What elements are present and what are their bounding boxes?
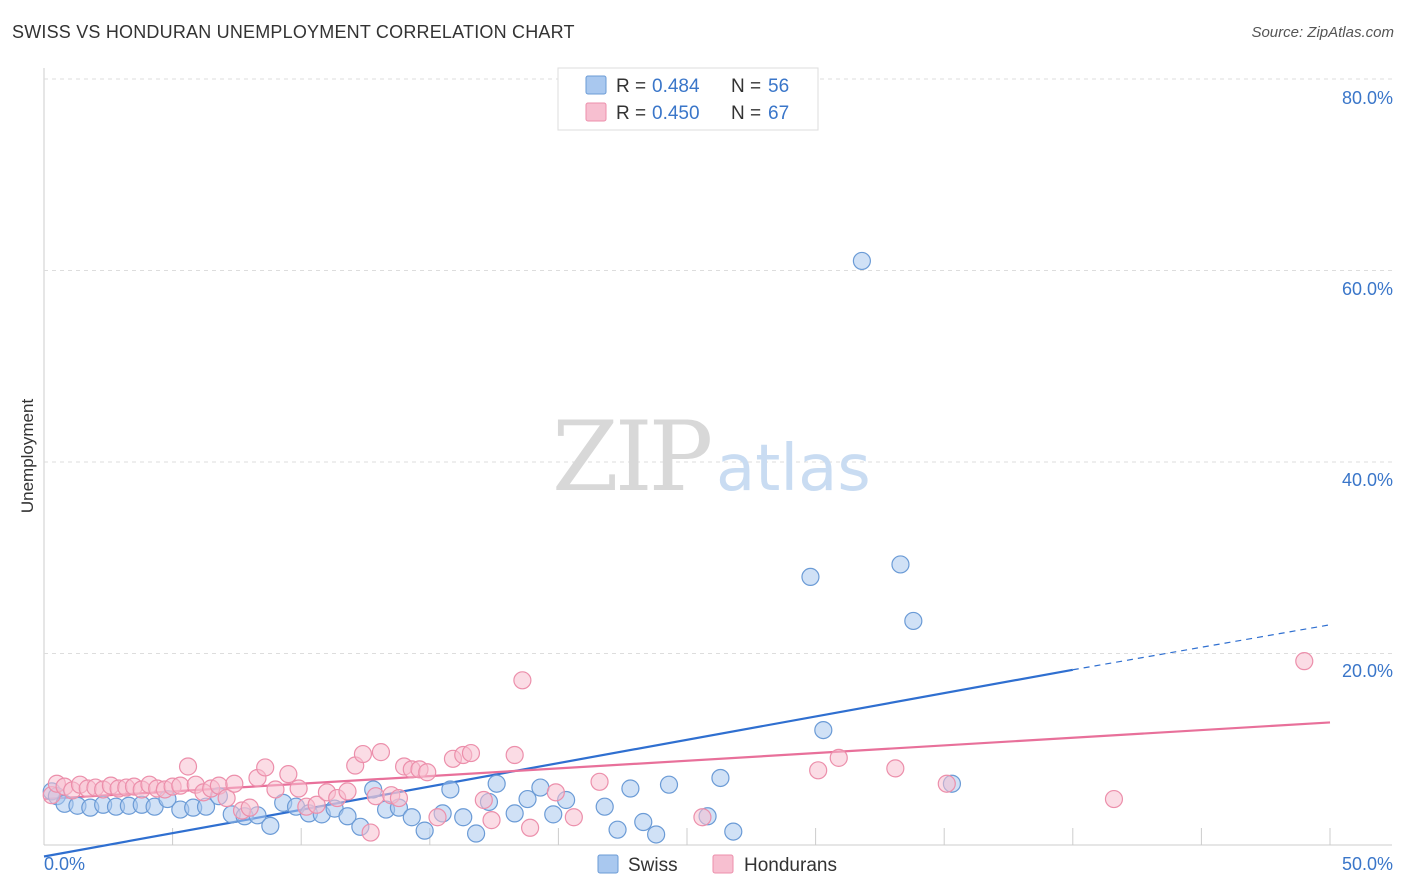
chart-title: SWISS VS HONDURAN UNEMPLOYMENT CORRELATI… [12,22,575,42]
hondurans-point [256,758,275,777]
hondurans-point [809,761,828,780]
swiss-point [891,555,910,574]
legend-label-hondurans: Hondurans [744,855,837,876]
hondurans-point [366,787,385,806]
hondurans-point [418,763,437,782]
hondurans-point [546,783,565,802]
swiss-point [801,567,820,587]
watermark-atlas: atlas [716,432,871,506]
legend-label-swiss: Swiss [628,855,678,876]
y-tick-label-80: 80.0% [1342,88,1393,108]
hondurans-point [937,774,956,793]
hondurans-point [482,811,501,830]
hondurans-point [371,743,391,762]
hondurans-point [505,745,524,765]
legend-n-value-swiss: 56 [768,76,789,97]
swiss-point [338,807,357,826]
swiss-point [659,775,679,794]
swiss-point [595,797,614,816]
series-legend: Swiss Hondurans [597,854,837,876]
hondurans-point [338,782,357,801]
hondurans-point [693,808,712,827]
legend-n-label-hondurans: N = [731,103,761,124]
legend-swatch-hondurans [585,102,607,122]
y-axis-label: Unemployment [18,399,37,514]
swiss-point [454,808,473,827]
swiss-point [814,720,833,740]
hondurans-point [513,671,532,690]
swiss-point [518,789,537,809]
hondurans-point [171,776,190,795]
x-tick-marks [43,828,1331,845]
legend-n-label-swiss: N = [731,76,761,97]
hondurans-point [240,798,259,817]
hondurans-point [590,772,609,791]
legend-swatch-swiss [585,75,607,95]
swiss-point [621,779,640,798]
swiss-point [466,824,486,843]
swiss-point [531,778,550,797]
hondurans-point [1295,652,1314,671]
swiss-point [415,821,434,840]
swiss-point [711,768,730,788]
y-tick-label-20: 20.0% [1342,661,1393,681]
legend-r-label-swiss: R = [616,76,646,97]
swiss-point [544,805,563,824]
hondurans-point [361,823,380,842]
swiss-point [505,804,524,823]
legend-swatch-hondurans-bottom [712,854,734,874]
hondurans-point [521,818,540,837]
hondurans-point [389,788,409,808]
watermark-zip: ZIP [552,401,711,513]
hondurans-point [474,790,493,810]
swiss-point [261,816,280,835]
legend-r-value-swiss: 0.484 [652,76,700,97]
swiss-point [487,774,506,793]
legend-r-value-hondurans: 0.450 [652,103,700,124]
y-tick-label-60: 60.0% [1342,279,1393,299]
hondurans-point [564,808,583,827]
hondurans-point [353,744,373,764]
swiss-trend-extension [1072,624,1331,671]
x-tick-label-50: 50.0% [1342,854,1393,874]
hondurans-point [1104,789,1124,809]
hondurans-point [461,743,481,763]
swiss-point [634,812,653,832]
hondurans-point [886,759,905,778]
swiss-point [441,780,460,799]
legend-swatch-swiss-bottom [597,854,619,874]
hondurans-point [829,748,848,767]
hondurans-point [428,808,447,827]
legend-n-value-hondurans: 67 [768,103,789,124]
hondurans-point [307,795,326,814]
hondurans-point [279,765,298,784]
swiss-point [608,820,627,839]
y-tick-label-40: 40.0% [1342,470,1393,490]
hondurans-point [178,757,198,776]
hondurans-point [217,788,236,808]
gridlines [44,78,1392,654]
correlation-legend: R = 0.484 N = 56 R = 0.450 N = 67 [557,67,819,131]
swiss-point [647,825,666,844]
swiss-point [402,808,421,827]
swiss-point [724,822,743,841]
hondurans-point [266,780,285,799]
hondurans-point [225,774,244,793]
swiss-point [852,251,871,271]
legend-r-label-hondurans: R = [616,103,646,124]
hondurans-point [289,779,308,798]
chart-source: Source: ZipAtlas.com [1251,24,1394,41]
data-points [42,251,1314,844]
swiss-point [904,611,923,631]
swiss-trend-line [43,668,1073,858]
x-tick-label-0: 0.0% [44,854,85,874]
